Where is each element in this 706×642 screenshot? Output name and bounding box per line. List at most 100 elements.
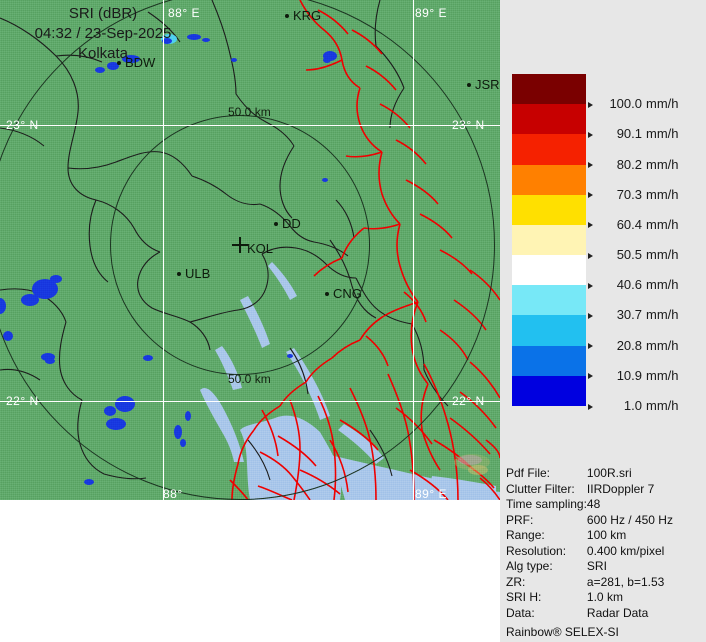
metadata-value: 0.400 km/pixel <box>586 543 665 558</box>
legend-value: 10.9 <box>616 367 642 383</box>
legend-value: 90.1 <box>616 126 642 142</box>
legend-tick: 50.5 mm/h <box>588 247 679 262</box>
legend-swatch <box>512 74 586 105</box>
metadata-row: Clutter Filter: IIRDoppler 7 <box>506 482 673 498</box>
legend-unit: mm/h <box>646 367 679 383</box>
legend-value: 50.5 <box>616 247 642 263</box>
legend-arrow-icon <box>588 192 593 199</box>
metadata-value: Radar Data <box>586 605 649 620</box>
legend-unit: mm/h <box>646 277 679 293</box>
legend-arrow-icon <box>588 282 593 289</box>
city-label: JSR <box>475 77 500 92</box>
range-ring-label-top: 50.0 km <box>228 105 271 119</box>
legend-arrow-icon <box>588 313 593 320</box>
metadata-key: ZR: <box>506 574 526 589</box>
legend-tick: 10.9 mm/h <box>588 368 679 383</box>
coord-label-lat-22n-right: 22° N <box>452 394 485 408</box>
legend-value: 1.0 <box>623 398 642 413</box>
legend-value: 100.0 <box>609 96 642 112</box>
legend-value: 70.3 <box>616 186 642 202</box>
city-dot-icon <box>325 292 329 296</box>
legend-swatch <box>512 134 586 165</box>
metadata-value: a=281, b=1.53 <box>586 574 665 589</box>
coord-label-lat-22n-left: 22° N <box>6 394 39 408</box>
legend-value: 80.2 <box>616 156 642 172</box>
legend-swatch <box>512 285 586 316</box>
coord-label-lat-23n-right: 23° N <box>452 118 485 132</box>
legend-unit: mm/h <box>646 247 679 263</box>
legend-tick: 100.0 mm/h <box>588 96 679 111</box>
metadata-row: Resolution: 0.400 km/pixel <box>506 544 673 560</box>
city-dot-icon <box>467 83 471 87</box>
legend-swatch <box>512 255 586 286</box>
legend-tick: 70.3 mm/h <box>588 187 679 202</box>
legend-tick: 60.4 mm/h <box>588 217 679 232</box>
metadata-panel: Pdf File: 100R.sri Clutter Filter: IIRDoppl… <box>506 466 706 639</box>
legend-arrow-icon <box>588 252 593 259</box>
legend-swatch <box>512 194 586 225</box>
legend-unit: mm/h <box>646 216 679 232</box>
legend-arrow-icon <box>588 162 593 169</box>
vendor-brand-label: Rainbow® SELEX-SI <box>506 625 619 639</box>
coord-label-lon-89e-bottom: 89° E <box>415 487 447 500</box>
legend-unit: mm/h <box>646 398 679 413</box>
metadata-value: IIRDoppler 7 <box>586 481 655 496</box>
metadata-row: Alg type: SRI <box>506 559 673 575</box>
map-bottom-whitespace <box>0 500 500 642</box>
metadata-row: SRI H: 1.0 km <box>506 590 673 606</box>
metadata-row: PRF: 600 Hz / 450 Hz <box>506 513 673 529</box>
color-scale-legend: 100.0 mm/h 90.1 mm/h 80.2 mm/h 70.3 mm/h 60.4 mm/… <box>512 74 679 413</box>
legend-swatch <box>512 104 586 135</box>
legend-swatch <box>512 224 586 256</box>
legend-arrow-icon <box>588 131 593 138</box>
metadata-key: PRF: <box>506 512 534 527</box>
metadata-key: Time sampling: <box>506 497 587 511</box>
city-label: KRG <box>293 8 322 23</box>
legend-unit: mm/h <box>646 126 679 142</box>
city-dot-icon <box>274 222 278 226</box>
metadata-key: Data: <box>506 605 535 620</box>
product-site: Kolkata <box>77 45 129 62</box>
legend-arrow-icon <box>588 403 593 410</box>
coord-label-lon-89e-top: 89° E <box>415 6 447 20</box>
legend-swatch <box>512 375 586 406</box>
metadata-row: ZR: a=281, b=1.53 <box>506 575 673 591</box>
legend-swatch <box>512 315 586 346</box>
metadata-row: Time sampling: 48 <box>506 497 673 513</box>
legend-value: 40.6 <box>616 277 642 293</box>
city-label: DD <box>282 216 301 231</box>
metadata-key: Alg type: <box>506 559 553 573</box>
gridline-lon-89e <box>413 0 414 500</box>
legend-unit: mm/h <box>646 186 679 202</box>
gridline-lon-88e <box>163 0 164 500</box>
city-dot-icon <box>177 272 181 276</box>
range-ring-outer <box>0 0 495 500</box>
range-ring-label-bottom: 50.0 km <box>228 372 271 386</box>
legend-value: 30.7 <box>616 307 642 323</box>
metadata-key: SRI H: <box>506 590 542 604</box>
precipitation-echo-cell <box>454 454 490 475</box>
city-label: ULB <box>185 266 211 281</box>
metadata-key: Range: <box>506 528 545 542</box>
legend-unit: mm/h <box>646 156 679 172</box>
legend-swatch <box>512 345 586 376</box>
legend-value: 20.8 <box>616 337 642 353</box>
metadata-key: Resolution: <box>506 543 567 558</box>
metadata-value: 600 Hz / 450 Hz <box>586 512 673 527</box>
metadata-value: SRI <box>586 559 607 573</box>
gridline-lat-22n <box>0 401 500 402</box>
radar-map[interactable]: 88° E 89° E 23° N 23° N 22° N 22° N 88° … <box>0 0 500 500</box>
product-title: SRI (dBR) <box>68 5 138 22</box>
city-label: KOL <box>247 241 274 256</box>
metadata-value: 100 km <box>586 528 627 542</box>
city-dot-icon <box>285 14 289 18</box>
metadata-table: Pdf File: 100R.sri Clutter Filter: IIRDoppl… <box>506 466 673 621</box>
coord-label-lat-23n-left: 23° N <box>6 118 39 132</box>
metadata-key: Pdf File: <box>506 466 551 480</box>
metadata-value: 100R.sri <box>586 466 632 480</box>
radar-site-crosshair-icon <box>232 237 248 253</box>
coord-label-lon-88e-bottom: 88° <box>163 487 183 500</box>
city-label: CNG <box>333 286 362 301</box>
legend-value: 60.4 <box>616 216 642 232</box>
